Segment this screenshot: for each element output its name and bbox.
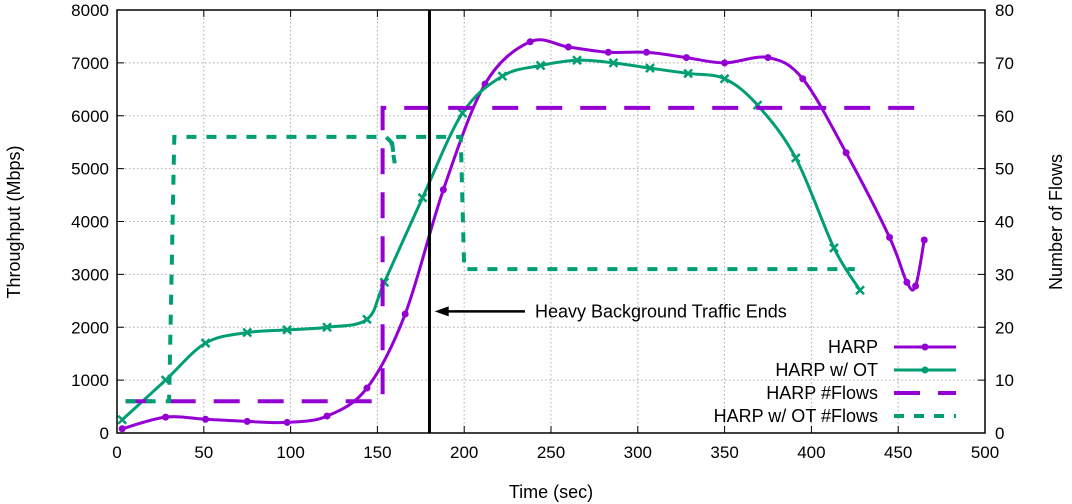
x-axis-label: Time (sec) [509,482,593,502]
data-point [920,236,928,244]
legend-marker [921,366,929,374]
data-point [243,417,251,425]
y2-tick-label: 50 [995,160,1014,179]
data-point [162,413,170,421]
series-line [121,58,862,421]
legend-label: HARP #Flows [766,383,878,403]
x-tick-label: 450 [884,443,912,462]
y2-tick-label: 30 [995,265,1014,284]
arrowhead-icon [434,306,449,317]
data-point [323,412,331,420]
y2-tick-label: 40 [995,213,1014,232]
x-tick-label: 150 [363,443,391,462]
y2-axis-label: Number of Flows [1046,154,1066,290]
legend-marker [921,343,929,351]
y-tick-label: 6000 [71,107,109,126]
data-point [764,54,772,62]
data-point [829,243,839,253]
data-point [842,149,850,157]
y2-tick-label: 20 [995,318,1014,337]
data-point [608,57,619,68]
y2-tick-label: 80 [995,1,1014,20]
x-tick-label: 400 [797,443,825,462]
data-point [683,68,694,79]
y2-tick-label: 0 [995,424,1004,443]
y-axis-label: Throughput (Mbps) [4,145,24,298]
series-line [125,134,855,404]
data-point [526,38,534,46]
data-point [363,384,371,392]
data-point [790,153,801,163]
data-point [912,282,920,290]
data-point [719,73,730,84]
y-tick-label: 8000 [71,1,109,20]
y-tick-label: 7000 [71,54,109,73]
data-point [202,415,210,423]
x-tick-label: 350 [710,443,738,462]
y-tick-label: 4000 [71,213,109,232]
data-point [282,325,293,335]
y-tick-label: 5000 [71,160,109,179]
y2-tick-label: 60 [995,107,1014,126]
x-tick-label: 200 [450,443,478,462]
series-harp-w-ot [117,55,865,425]
x-tick-label: 500 [971,443,999,462]
annotation: Heavy Background Traffic Ends [434,301,787,321]
data-point [903,278,911,286]
data-point [117,414,128,425]
y2-tick-label: 70 [995,54,1014,73]
y-tick-label: 0 [100,424,109,443]
data-point [283,418,291,426]
series-line [125,105,920,404]
y-tick-label: 2000 [71,318,109,337]
y-tick-label: 1000 [71,371,109,390]
data-point [439,186,447,194]
data-point [642,48,650,56]
legend-label: HARP [828,337,878,357]
x-tick-label: 100 [276,443,304,462]
data-point [564,43,572,51]
data-point [572,55,582,66]
data-point [401,310,409,318]
data-point [497,71,508,81]
series-harp-w-ot-flows [125,134,855,404]
data-point [322,322,332,333]
data-point [118,425,126,433]
legend: HARP HARP w/ OT HARP #Flows HARP w/ OT #Flo… [714,337,956,426]
data-point [535,60,546,71]
x-tick-label: 300 [624,443,652,462]
data-point [200,338,211,348]
data-point [886,233,894,241]
legend-label: HARP w/ OT [775,360,878,380]
data-point [242,327,253,338]
data-point [855,285,865,296]
data-point [604,48,612,56]
y2-tick-label: 10 [995,371,1014,390]
data-point [721,59,729,67]
data-point [417,192,428,203]
x-tick-label: 250 [537,443,565,462]
series-harp-flows [125,105,920,404]
data-point [682,54,690,62]
legend-label: HARP w/ OT #Flows [714,406,878,426]
data-point [457,108,468,118]
y-tick-label: 3000 [71,265,109,284]
annotation-text: Heavy Background Traffic Ends [535,301,787,321]
data-point [645,63,655,74]
data-point [362,314,372,325]
x-tick-label: 0 [112,443,121,462]
x-tick-label: 50 [194,443,213,462]
data-point [799,75,807,83]
